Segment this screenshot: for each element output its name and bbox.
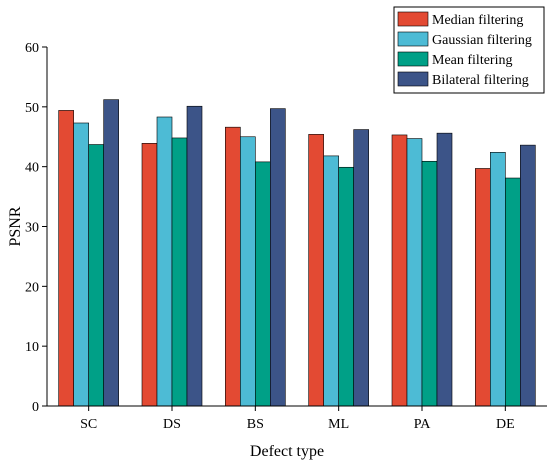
bar-ml-0 <box>308 134 324 407</box>
bar-sc-1 <box>73 122 89 407</box>
legend-swatch-2 <box>397 51 429 67</box>
y-axis: 0 10 20 30 40 50 60 <box>25 41 48 415</box>
bar-ml-1 <box>323 155 339 407</box>
bar-de-3 <box>520 144 536 407</box>
legend-label-0: Median filtering <box>432 13 523 28</box>
bar-ds-2 <box>171 137 188 407</box>
bar-sc-2 <box>88 144 104 407</box>
x-tick-label-sc: SC <box>80 417 97 432</box>
bar-de-2 <box>505 177 521 407</box>
bar-pa-3 <box>436 132 453 407</box>
legend-swatch-1 <box>397 31 429 47</box>
legend-swatch-0 <box>397 11 429 27</box>
legend-label-2: Mean filtering <box>432 53 512 68</box>
bar-bs-3 <box>270 108 286 407</box>
x-tick-label-ml: ML <box>328 417 349 432</box>
bar-ml-2 <box>338 166 354 407</box>
bar-de-1 <box>490 152 506 407</box>
bar-pa-1 <box>406 138 423 407</box>
bar-ds-3 <box>186 105 203 407</box>
x-tick-label-pa: PA <box>414 417 432 432</box>
x-tick-label-de: DE <box>496 417 515 432</box>
bar-ds-0 <box>141 143 158 407</box>
x-axis-title: Defect type <box>250 443 324 460</box>
bar-sc-3 <box>103 99 119 407</box>
bar-pa-0 <box>391 134 408 407</box>
y-axis-title: PSNR <box>7 206 24 246</box>
legend-swatch-3 <box>397 71 429 87</box>
y-tick-label-10: 10 <box>25 340 39 355</box>
legend-label-3: Bilateral filtering <box>432 73 529 88</box>
bar-ds-1 <box>156 116 173 407</box>
bar-pa-2 <box>421 160 438 407</box>
legend: Median filtering Gaussian filtering Mean f… <box>393 6 545 94</box>
y-tick-label-30: 30 <box>25 221 39 236</box>
bar-sc-0 <box>58 110 74 407</box>
y-tick-label-0: 0 <box>32 400 39 415</box>
x-axis: SC DS BS ML PA DE <box>47 405 547 432</box>
bar-ml-3 <box>353 129 369 407</box>
y-tick-label-60: 60 <box>25 41 39 56</box>
plot-area <box>58 99 536 407</box>
y-tick-label-50: 50 <box>25 101 39 116</box>
bar-bs-2 <box>255 161 271 407</box>
x-tick-label-bs: BS <box>247 417 264 432</box>
bar-de-0 <box>475 168 491 407</box>
y-tick-label-20: 20 <box>25 280 39 295</box>
y-tick-label-40: 40 <box>25 161 39 176</box>
x-tick-label-ds: DS <box>163 417 181 432</box>
legend-label-1: Gaussian filtering <box>432 33 532 48</box>
bar-bs-0 <box>225 126 241 407</box>
bar-bs-1 <box>240 136 256 407</box>
